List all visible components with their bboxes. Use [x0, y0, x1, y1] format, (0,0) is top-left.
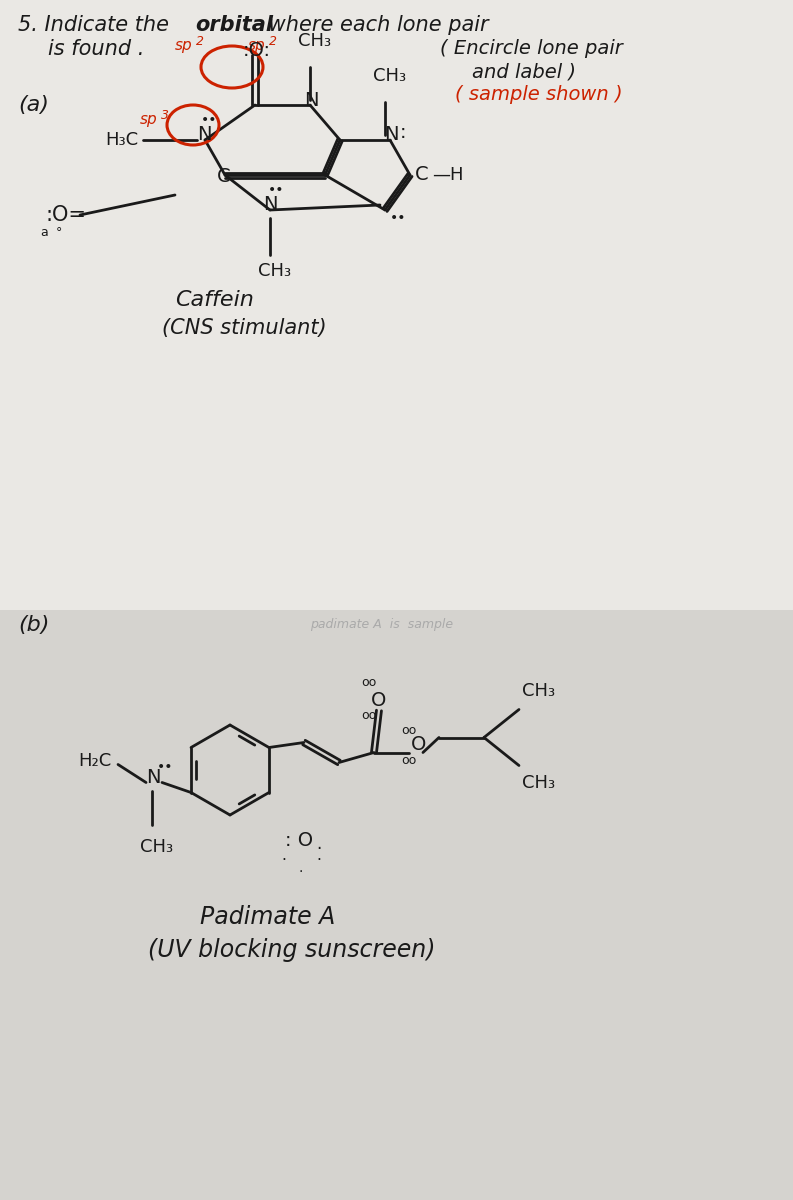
Text: N: N	[146, 768, 160, 787]
Text: (a): (a)	[18, 95, 49, 115]
Text: sp: sp	[140, 112, 158, 127]
Text: N: N	[304, 90, 319, 109]
Text: 3: 3	[161, 109, 169, 122]
Text: : O: : O	[285, 830, 313, 850]
Text: N: N	[263, 196, 278, 215]
Text: .: .	[316, 848, 321, 864]
Text: 2: 2	[196, 35, 204, 48]
Text: Caffein: Caffein	[175, 290, 254, 310]
Text: .: .	[316, 835, 321, 853]
Text: is found .: is found .	[48, 38, 144, 59]
Text: .: .	[281, 848, 285, 864]
Text: (CNS stimulant): (CNS stimulant)	[162, 318, 327, 338]
Text: O: O	[411, 734, 427, 754]
Text: ••: ••	[157, 760, 174, 774]
Text: ••: ••	[268, 182, 285, 197]
Text: ( sample shown ): ( sample shown )	[455, 85, 623, 104]
Text: 2: 2	[269, 35, 277, 48]
Text: oo: oo	[361, 676, 376, 689]
Text: :O=: :O=	[45, 205, 86, 226]
Text: ••: ••	[201, 113, 217, 127]
Text: and label ): and label )	[472, 62, 576, 80]
Text: CH₃: CH₃	[298, 32, 331, 50]
Text: .: .	[299, 862, 304, 875]
Text: oo: oo	[401, 724, 416, 737]
Text: H₃C: H₃C	[105, 131, 138, 149]
Text: :O:: :O:	[243, 41, 271, 60]
Text: orbital: orbital	[195, 14, 273, 35]
Text: CH₃: CH₃	[522, 774, 555, 792]
FancyBboxPatch shape	[0, 610, 793, 1200]
Text: CH₃: CH₃	[258, 262, 291, 280]
Text: padimate A  is  sample: padimate A is sample	[310, 618, 453, 631]
Text: O: O	[371, 691, 386, 710]
Text: sp: sp	[248, 38, 266, 53]
Text: °: °	[56, 227, 63, 240]
Text: C: C	[415, 166, 429, 185]
Text: Padimate A: Padimate A	[200, 905, 335, 929]
Text: N: N	[197, 126, 212, 144]
Text: ( Encircle lone pair: ( Encircle lone pair	[440, 38, 623, 58]
Text: (b): (b)	[18, 614, 49, 635]
Text: C: C	[217, 168, 231, 186]
Text: H₂C: H₂C	[78, 751, 111, 769]
Text: N: N	[384, 126, 399, 144]
Text: oo: oo	[361, 709, 376, 722]
FancyBboxPatch shape	[0, 0, 793, 610]
Text: CH₃: CH₃	[522, 682, 555, 700]
Text: where each lone pair: where each lone pair	[262, 14, 488, 35]
Text: 5. Indicate the: 5. Indicate the	[18, 14, 169, 35]
Text: sp: sp	[175, 38, 193, 53]
Text: CH₃: CH₃	[140, 838, 173, 856]
Text: a: a	[40, 226, 48, 239]
Text: CH₃: CH₃	[373, 67, 406, 85]
Text: ••: ••	[390, 211, 407, 226]
Text: —H: —H	[432, 166, 463, 184]
Text: (UV blocking sunscreen): (UV blocking sunscreen)	[148, 938, 435, 962]
Text: oo: oo	[401, 754, 416, 767]
Text: :: :	[400, 122, 407, 142]
